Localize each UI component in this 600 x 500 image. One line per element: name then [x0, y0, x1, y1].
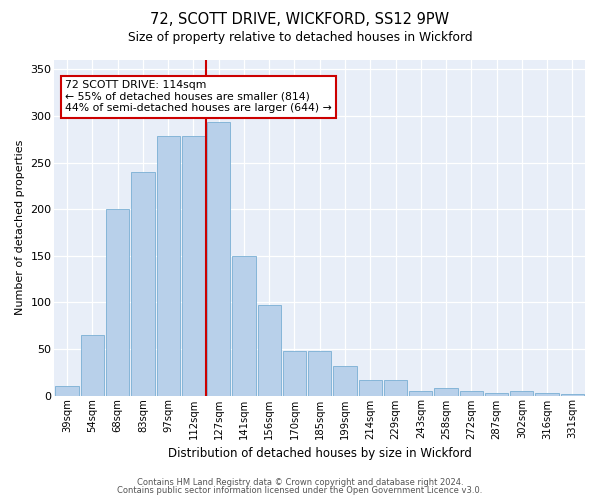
Bar: [81, 335, 104, 396]
Bar: [131, 172, 155, 396]
Bar: [384, 380, 407, 396]
Bar: [561, 394, 584, 396]
Text: 72, SCOTT DRIVE, WICKFORD, SS12 9PW: 72, SCOTT DRIVE, WICKFORD, SS12 9PW: [151, 12, 449, 28]
Text: 72 SCOTT DRIVE: 114sqm
← 55% of detached houses are smaller (814)
44% of semi-de: 72 SCOTT DRIVE: 114sqm ← 55% of detached…: [65, 80, 332, 114]
Text: Contains HM Land Registry data © Crown copyright and database right 2024.: Contains HM Land Registry data © Crown c…: [137, 478, 463, 487]
Bar: [257, 305, 281, 396]
Bar: [510, 391, 533, 396]
Bar: [232, 256, 256, 396]
Bar: [157, 136, 180, 396]
Bar: [434, 388, 458, 396]
Bar: [55, 386, 79, 396]
Bar: [182, 136, 205, 396]
Bar: [460, 391, 483, 396]
Bar: [308, 351, 331, 396]
Bar: [106, 209, 129, 396]
Y-axis label: Number of detached properties: Number of detached properties: [15, 140, 25, 316]
Text: Size of property relative to detached houses in Wickford: Size of property relative to detached ho…: [128, 31, 472, 44]
Bar: [359, 380, 382, 396]
Bar: [535, 392, 559, 396]
X-axis label: Distribution of detached houses by size in Wickford: Distribution of detached houses by size …: [168, 447, 472, 460]
Bar: [334, 366, 356, 396]
Bar: [207, 122, 230, 396]
Text: Contains public sector information licensed under the Open Government Licence v3: Contains public sector information licen…: [118, 486, 482, 495]
Bar: [409, 391, 433, 396]
Bar: [485, 392, 508, 396]
Bar: [283, 351, 306, 396]
